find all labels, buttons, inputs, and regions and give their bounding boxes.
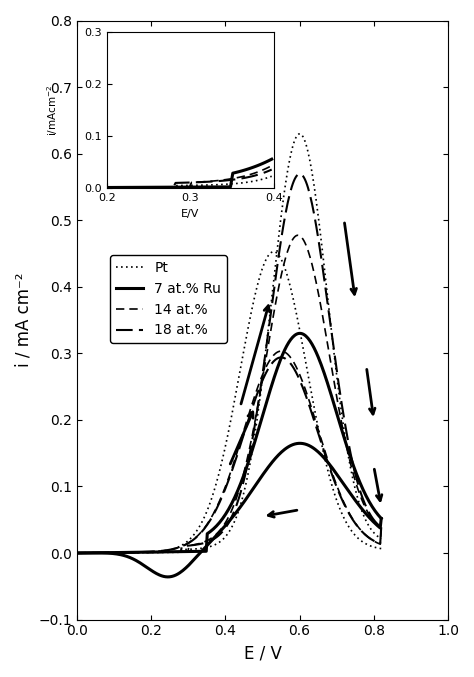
Legend: Pt, 7 at.% Ru, 14 at.%, 18 at.%: Pt, 7 at.% Ru, 14 at.%, 18 at.% [110, 255, 227, 343]
Y-axis label: i / mA cm⁻²: i / mA cm⁻² [15, 273, 33, 368]
X-axis label: E / V: E / V [244, 644, 282, 662]
